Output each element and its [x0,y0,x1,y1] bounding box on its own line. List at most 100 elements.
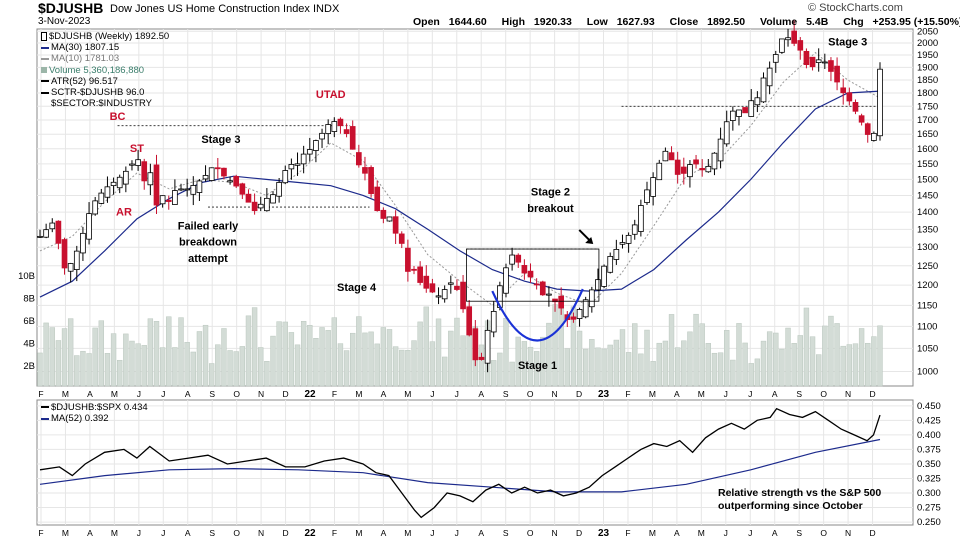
volume-bar [773,332,779,387]
candle-body [337,118,344,127]
y-tick-label-lower: 0.325 [917,473,941,484]
candle-body [754,97,761,106]
volume-bar [159,347,166,387]
candle-body [153,164,160,206]
candle-body [178,188,184,191]
y-tick-label: 1450 [917,190,938,201]
line-swatch [41,406,49,409]
x-tick-label: F [332,389,337,399]
candle-body [123,170,129,185]
candle-body [245,193,252,203]
y-tick-label-lower: 0.250 [917,517,941,528]
candle-body [858,115,865,123]
volume-bar [693,313,699,387]
y-tick-label-lower: 0.275 [917,503,941,514]
y-tick-label: 1850 [917,75,938,86]
candle-body [288,164,295,170]
line-swatch [41,91,49,94]
x-tick-label-lower: A [87,528,93,538]
candle-body [723,121,730,145]
x-tick-label-lower: M [698,528,705,538]
annotation-label: Stage 1 [518,360,557,372]
candle-body [619,242,626,245]
ohlc-high: High 1920.33 [501,16,572,28]
candle-body [687,164,693,178]
y-tick-label: 1950 [917,50,938,61]
volume-bar [717,352,724,387]
x-tick-label: M [111,389,118,399]
volume-bar [227,350,233,387]
candle-body [797,40,804,51]
volume-bar [129,340,135,387]
candle-body [67,263,74,272]
annotation-label: BC [110,111,126,123]
volume-bar [791,343,797,387]
volume-swatch [41,67,47,74]
volume-bar [711,352,718,387]
candle-body [208,167,215,181]
volume-bar [325,330,331,387]
candle-body [55,220,62,244]
x-tick-label-lower: D [576,528,582,538]
candle-body [429,283,436,293]
annotation-label: attempt [188,253,228,265]
volume-bar [460,335,466,387]
y-tick-label: 1700 [917,115,938,126]
volume-tick-label: 4B [23,339,35,350]
volume-bar [822,325,828,387]
x-tick-label-lower: N [552,528,558,538]
volume-bar [221,328,227,387]
ohlc-close: Close 1892.50 [669,16,746,28]
candle-body [264,197,270,212]
y-tick-label-lower: 0.450 [917,401,941,412]
x-tick-label-lower: S [209,528,215,538]
x-tick-label: J [137,389,141,399]
candle-body [539,281,546,296]
candle-body [196,180,203,193]
candle-body [104,186,111,198]
candle-body [588,289,595,308]
ma30-line [39,90,881,298]
candle-body [92,200,99,215]
volume-bar [564,348,570,387]
volume-bar [374,343,380,387]
volume-bar [135,343,141,387]
volume-bar [601,348,607,387]
x-tick-label-lower: A [478,528,484,538]
y-tick-label: 2000 [917,38,938,49]
volume-bar [454,317,460,387]
volume-bar [668,314,675,387]
y-tick-label-lower: 0.375 [917,444,941,455]
volume-bar [638,353,644,387]
candle-body [509,254,515,265]
candle-body [828,60,834,72]
y-tick-label: 1800 [917,88,938,99]
volume-bar [760,340,767,387]
candle-body [325,124,332,134]
candle-body [478,356,485,360]
candle-body [490,311,497,333]
x-tick-label-lower: M [404,528,411,538]
candle-body [760,77,767,103]
volume-bar [656,342,662,387]
line-swatch [41,46,49,49]
candle-body [80,232,86,254]
candle-body [521,265,528,274]
line-swatch [41,80,49,83]
volume-bar [687,331,693,387]
annotation-label: Stage 3 [828,36,867,48]
volume-bar [405,349,411,387]
volume-bar [233,351,239,387]
volume-bar [74,355,80,387]
annotation-label: ST [130,143,144,155]
x-tick-label-lower: A [674,528,680,538]
candle-body [674,159,681,175]
y-tick-label: 1900 [917,62,938,73]
volume-bar [98,320,104,387]
candle-body [644,189,650,203]
candle-body [877,68,883,137]
volume-bar [362,332,368,387]
volume-bar [491,360,497,387]
candle-body [251,201,258,212]
